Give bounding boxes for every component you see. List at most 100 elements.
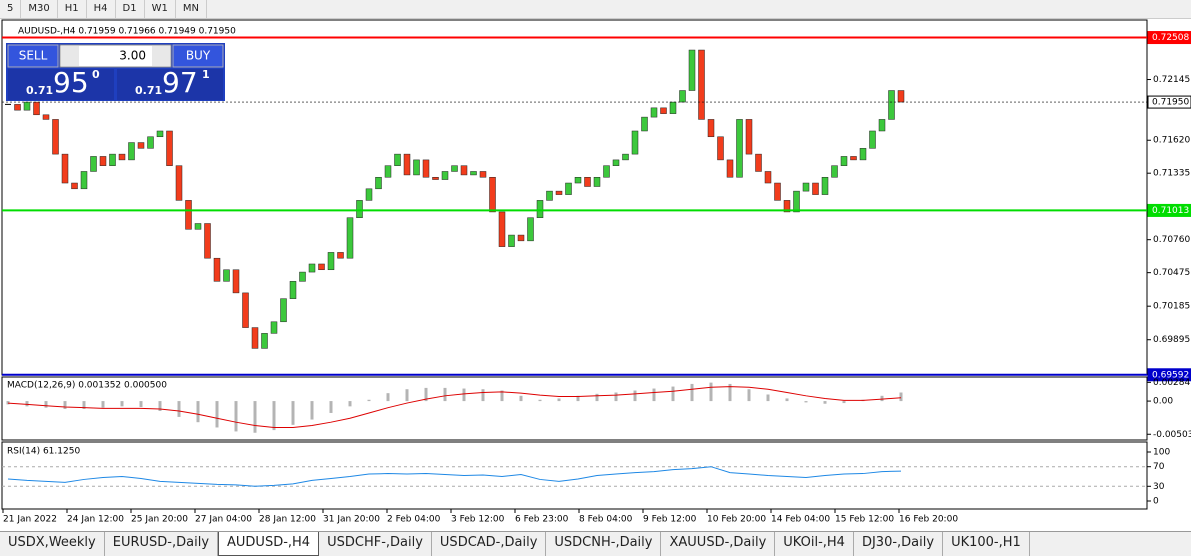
chart-tab[interactable]: USDCAD-,Daily (432, 532, 547, 556)
macd-bar (310, 401, 314, 420)
time-label: 2 Feb 04:00 (387, 515, 441, 525)
candle (498, 211, 506, 247)
macd-bar (671, 386, 675, 402)
timeframe-button[interactable]: W1 (145, 0, 176, 18)
chart-tab[interactable]: UK100-,H1 (943, 532, 1030, 556)
candle (80, 171, 88, 190)
macd-bar (348, 401, 352, 407)
candle (156, 130, 164, 138)
lot-value[interactable]: 3.00 (119, 49, 146, 63)
timeframe-button[interactable]: D1 (116, 0, 145, 18)
time-label: 31 Jan 20:00 (323, 515, 380, 525)
candle (422, 159, 430, 178)
candle (878, 119, 886, 132)
candle (223, 269, 230, 282)
macd-signal-line (7, 386, 902, 428)
macd-bar (443, 387, 447, 402)
macd-bar (842, 401, 846, 404)
candle (185, 200, 192, 230)
candle (736, 119, 743, 178)
chart-tab[interactable]: USDCHF-,Daily (319, 532, 432, 556)
timeframe-button[interactable]: H1 (58, 0, 87, 18)
candle (650, 107, 658, 118)
candle (337, 252, 344, 259)
candle (346, 217, 354, 259)
macd-bar (709, 382, 713, 402)
sell-label[interactable]: SELL (19, 49, 48, 63)
price-tick-label: 0.71335 (1153, 169, 1190, 179)
candle (118, 153, 126, 161)
candle (745, 119, 753, 155)
candle (802, 182, 810, 192)
candle (489, 176, 496, 213)
chart-tab[interactable]: AUDUSD-,H4 (218, 532, 320, 556)
buy-button[interactable] (172, 44, 224, 68)
candle (460, 165, 468, 176)
macd-bar (291, 401, 295, 425)
sell-button[interactable] (7, 44, 59, 68)
macd-bar (424, 387, 428, 402)
macd-bar (329, 401, 333, 413)
chart-tab[interactable]: XAUUSD-,Daily (661, 532, 776, 556)
timeframe-button[interactable]: M30 (21, 0, 58, 18)
macd-bar (82, 401, 86, 409)
candle (631, 130, 639, 155)
candle (99, 156, 107, 166)
macd-tick-label: -0.00503 (1153, 430, 1191, 440)
candle (536, 200, 544, 218)
candle (128, 142, 135, 161)
macd-bar (804, 401, 808, 403)
candle (764, 171, 772, 184)
macd-bar (500, 390, 504, 402)
candle (365, 188, 373, 201)
macd-bar (728, 383, 732, 402)
time-label: 15 Feb 12:00 (835, 515, 894, 525)
buy-price-box[interactable] (117, 69, 223, 100)
sell-price-prefix: 0.71 (26, 84, 53, 97)
macd-bar (386, 393, 390, 402)
candle (232, 269, 240, 294)
candle (793, 190, 800, 213)
chart-tab[interactable]: UKOil-,H4 (775, 532, 854, 556)
buy-label[interactable]: BUY (186, 49, 211, 63)
symbol-header: AUDUSD-,H4 0.71959 0.71966 0.71949 0.719… (18, 27, 236, 37)
rsi-pane (1, 441, 1148, 510)
time-label: 6 Feb 23:00 (515, 515, 569, 525)
timeframe-button[interactable]: MN (176, 0, 207, 18)
candle (717, 136, 724, 161)
candle (432, 176, 439, 180)
chart-tab[interactable]: USDCNH-,Daily (546, 532, 662, 556)
macd-bar (25, 401, 29, 407)
candle (679, 90, 686, 103)
candle (612, 159, 620, 166)
candle (831, 165, 838, 178)
candle (356, 200, 363, 218)
macd-bar (6, 401, 10, 405)
chart-tab[interactable]: USDX,Weekly (0, 532, 105, 556)
candle (394, 153, 401, 166)
lot-down[interactable] (61, 46, 79, 66)
lot-input[interactable] (59, 44, 172, 68)
sell-price-box[interactable] (8, 69, 114, 100)
sell-price-big: 95 (53, 66, 89, 99)
candle (774, 182, 781, 201)
chart-tab[interactable]: DJ30-,Daily (854, 532, 944, 556)
price-tick-label: 0.71620 (1153, 136, 1190, 146)
price-level-label: 0.71013 (1152, 206, 1189, 216)
candle (869, 130, 876, 149)
timeframe-button[interactable]: H4 (87, 0, 116, 18)
candle (812, 182, 819, 195)
candle (204, 223, 211, 259)
candle (299, 271, 306, 282)
lot-up[interactable] (152, 46, 170, 66)
candle (508, 234, 515, 247)
time-label: 25 Jan 20:00 (131, 515, 188, 525)
candle (641, 116, 648, 132)
candle (327, 252, 335, 271)
candle (840, 156, 848, 166)
timeframe-button[interactable]: 5 (0, 0, 22, 18)
candle (546, 190, 553, 201)
candle (14, 104, 21, 111)
chart-tab[interactable]: EURUSD-,Daily (105, 532, 219, 556)
candle (755, 153, 762, 172)
